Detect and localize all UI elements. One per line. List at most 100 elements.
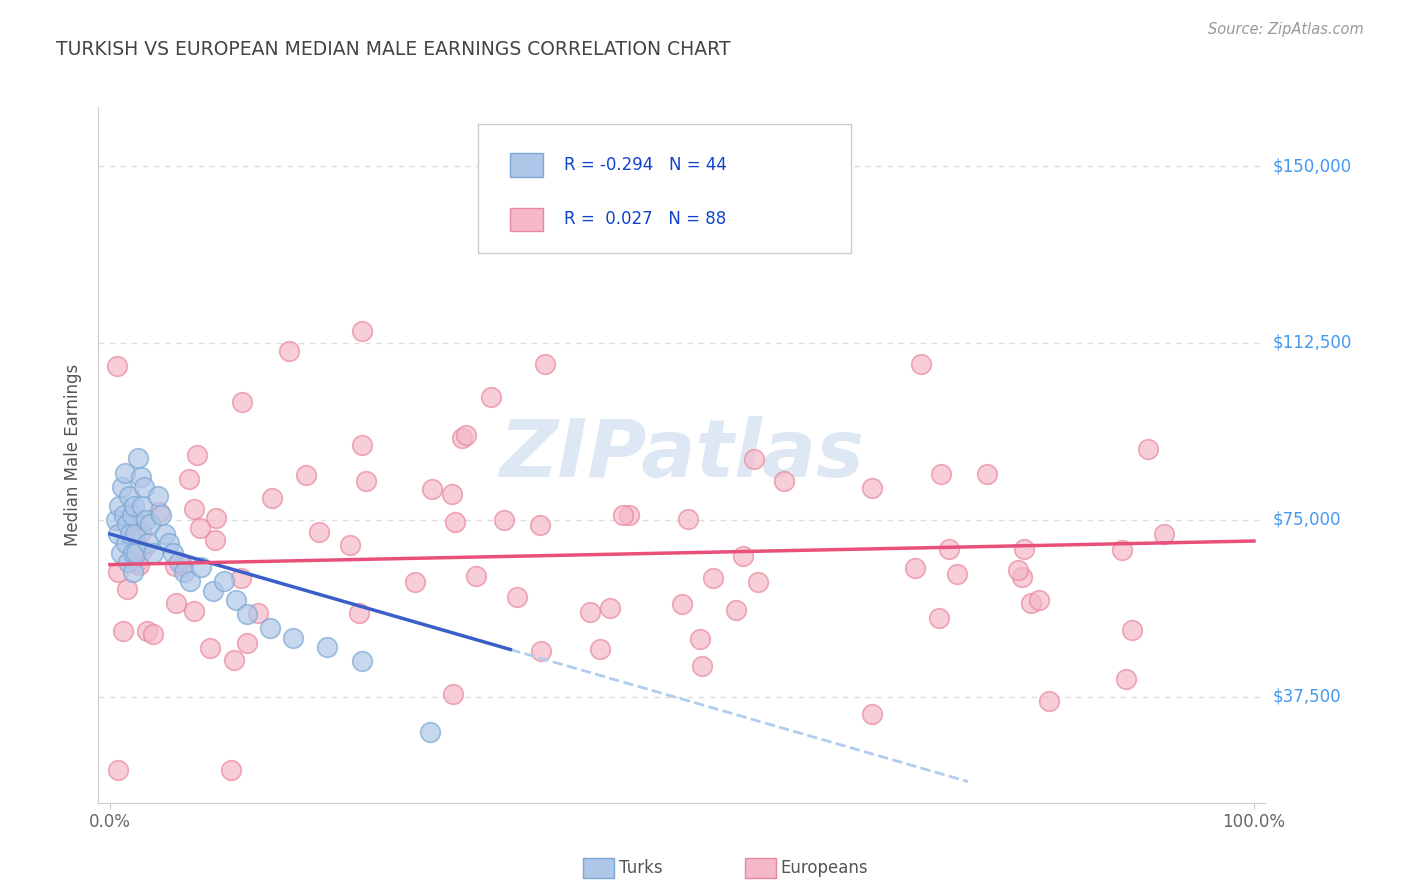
Point [112,624,135,638]
Point [506,590,529,604]
Point [588,642,610,657]
Point [690,658,713,673]
Point [702,571,724,585]
Point [115,517,138,532]
Point [118,518,141,533]
Point [1153,526,1175,541]
Point [131,542,153,557]
Point [1038,693,1060,707]
Point [533,357,555,371]
Point [136,624,159,638]
Point [105,359,128,374]
Point [676,512,699,526]
Point [142,627,165,641]
Point [236,635,259,649]
Point [1136,442,1159,456]
Point [350,324,373,338]
Point [150,508,173,522]
Point [1011,570,1033,584]
Point [190,521,212,535]
Point [350,654,373,668]
Point [190,560,212,574]
Point [142,546,165,560]
Point [976,467,998,481]
Point [236,607,259,621]
Point [860,707,883,722]
Point [201,583,224,598]
Point [128,558,150,572]
Point [938,541,960,556]
Point [347,606,370,620]
Point [295,467,318,482]
Point [121,565,143,579]
Point [117,555,139,569]
Point [204,533,226,547]
Point [110,546,132,560]
Point [689,632,711,647]
Point [172,558,194,573]
Point [946,566,969,581]
Point [198,641,221,656]
Text: Turks: Turks [619,859,662,877]
Point [205,511,228,525]
Point [146,489,169,503]
Text: $112,500: $112,500 [1272,334,1351,351]
Text: $37,500: $37,500 [1272,688,1341,706]
Point [316,640,339,654]
Text: Europeans: Europeans [780,859,868,877]
Point [281,631,304,645]
Point [124,527,146,541]
Point [530,643,553,657]
Point [148,505,170,519]
Point [114,466,136,480]
Point [225,593,247,607]
Point [165,559,187,574]
Point [1121,624,1143,638]
Point [115,536,138,550]
Point [354,474,377,488]
Point [131,499,153,513]
Point [278,344,301,359]
Point [931,467,953,481]
Point [419,725,441,739]
Point [107,527,129,541]
Point [1012,542,1035,557]
Text: $75,000: $75,000 [1272,511,1341,529]
Point [136,536,159,550]
Point [259,621,281,635]
Point [350,438,373,452]
Point [747,575,769,590]
Point [231,395,253,409]
Point [139,517,162,532]
Point [731,549,754,563]
Text: $150,000: $150,000 [1272,157,1351,175]
Point [134,480,156,494]
Point [619,508,641,522]
Point [107,565,129,579]
Point [599,601,621,615]
Point [860,481,883,495]
Point [129,524,152,539]
Point [125,546,148,560]
Point [129,470,152,484]
Point [121,546,143,560]
Point [742,452,765,467]
Point [1111,543,1133,558]
Point [262,491,284,505]
FancyBboxPatch shape [510,153,543,177]
Point [135,513,157,527]
Point [579,605,602,619]
Point [214,574,236,588]
Point [121,508,143,522]
Point [179,574,201,588]
FancyBboxPatch shape [478,124,851,253]
Point [910,357,932,371]
Point [443,516,465,530]
Point [125,555,148,569]
Point [111,480,134,494]
Point [451,431,474,445]
Point [420,483,443,497]
Point [404,575,426,590]
Point [127,451,149,466]
Point [1007,563,1029,577]
